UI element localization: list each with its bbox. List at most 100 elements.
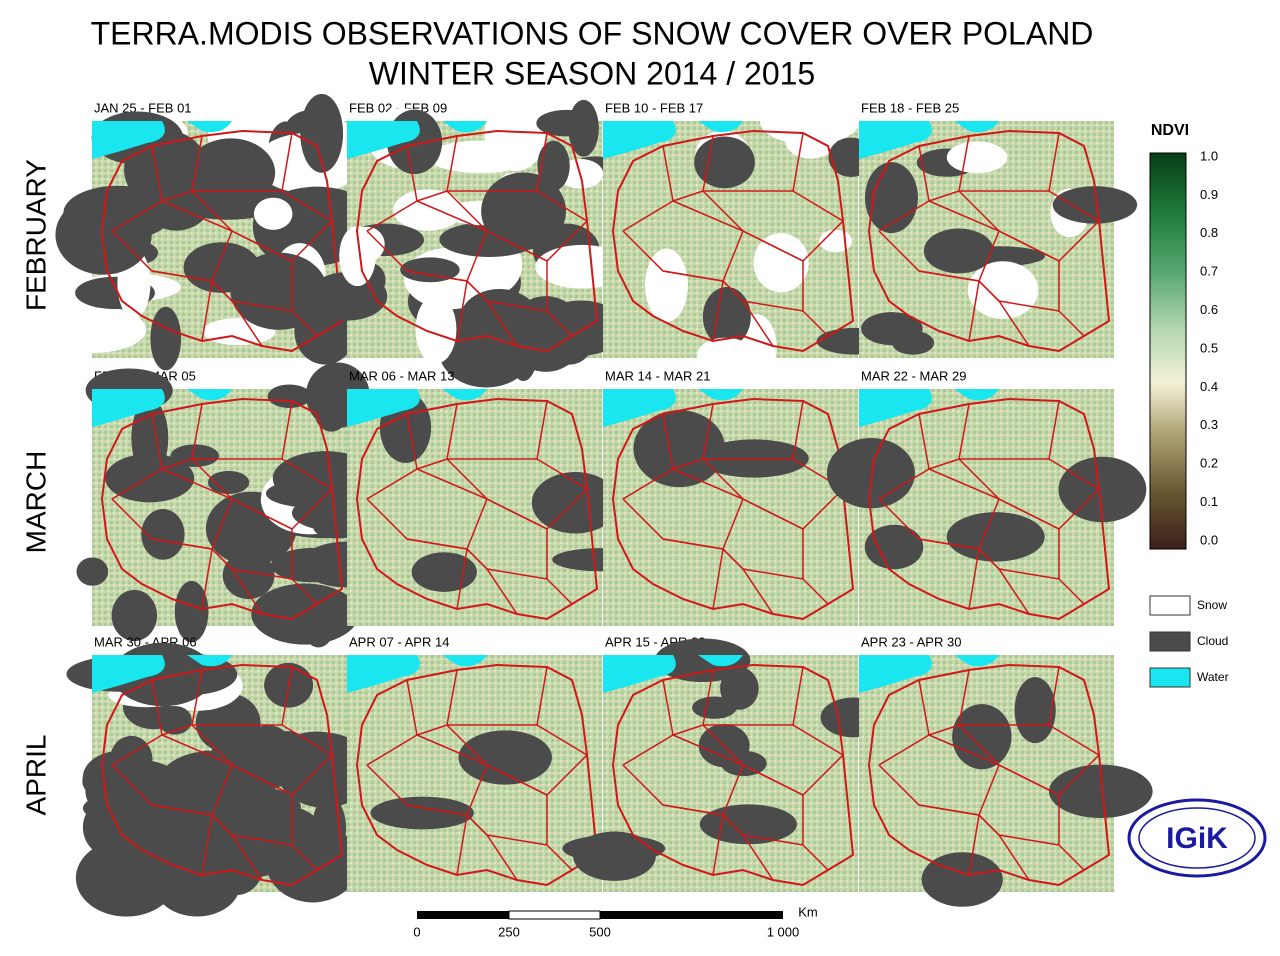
- map-panel: [562, 638, 887, 892]
- region-border: [466, 814, 518, 881]
- map-patch: [141, 509, 185, 560]
- region-border: [211, 814, 263, 881]
- panel-label: APR 23 - APR 30: [861, 634, 961, 649]
- panel-label: MAR 14 - MAR 21: [605, 368, 710, 383]
- water: [347, 655, 487, 693]
- map-patch: [415, 295, 457, 364]
- region-border: [802, 578, 829, 605]
- region-border: [722, 280, 774, 347]
- legend-swatch: [1149, 667, 1191, 688]
- title-line-2: WINTER SEASON 2014 / 2015: [369, 55, 815, 91]
- region-border: [1058, 578, 1085, 605]
- region-border: [546, 844, 573, 871]
- border: [611, 397, 855, 621]
- map-patch: [531, 472, 620, 534]
- water: [347, 389, 487, 427]
- map-patch: [76, 557, 109, 586]
- title-line-1: TERRA.MODIS OBSERVATIONS OF SNOW COVER O…: [91, 15, 1094, 51]
- colorbar-tick-label: 0.2: [1200, 456, 1218, 471]
- map-patch: [696, 337, 754, 373]
- map-patch: [40, 306, 147, 353]
- region-border: [978, 280, 1030, 347]
- map-patch: [946, 141, 1008, 174]
- legend-label: Water: [1197, 670, 1229, 684]
- colorbar-tick-label: 0.6: [1200, 302, 1218, 317]
- map-patch: [826, 438, 915, 509]
- legend-title: NDVI: [1151, 122, 1189, 139]
- map-patch: [699, 804, 797, 845]
- map-patch: [790, 121, 832, 144]
- map-patch: [967, 261, 1039, 319]
- water: [603, 655, 743, 693]
- colorbar-tick-label: 0.1: [1200, 494, 1218, 509]
- map-panel: [66, 642, 373, 917]
- map-patch: [411, 552, 477, 592]
- region-border: [211, 548, 263, 615]
- scale-segment: [417, 911, 509, 919]
- water: [859, 655, 999, 693]
- map-patch: [427, 140, 535, 174]
- scale-label: 0: [413, 924, 420, 939]
- logo-ring: [1127, 798, 1267, 878]
- scale-unit: Km: [798, 904, 818, 919]
- map-patch: [393, 189, 463, 231]
- colorbar-tick-label: 0.0: [1200, 532, 1218, 547]
- map-patch: [1048, 764, 1153, 819]
- region-border: [291, 844, 318, 871]
- map-panel: [859, 655, 1153, 907]
- region-border: [1058, 844, 1085, 871]
- map-patch: [300, 93, 344, 173]
- map-patch: [702, 286, 751, 347]
- region-border: [466, 548, 518, 615]
- legend-swatch: [1149, 631, 1191, 652]
- logo: IGiK: [1166, 822, 1228, 855]
- border: [355, 129, 599, 353]
- map-patch: [654, 638, 751, 683]
- map-patch: [181, 783, 257, 851]
- map-patch: [694, 136, 755, 189]
- logo-ring: [1138, 807, 1256, 869]
- panel-label: APR 07 - APR 14: [349, 634, 449, 649]
- map-patch: [82, 751, 155, 805]
- map-patch: [1052, 186, 1138, 224]
- map-panel: [347, 655, 602, 892]
- colorbar-tick-label: 0.3: [1200, 417, 1218, 432]
- border: [100, 397, 344, 621]
- map-patch: [186, 138, 276, 208]
- map-patch: [267, 384, 312, 408]
- map-panel: [826, 389, 1147, 626]
- legend-label: Cloud: [1197, 634, 1228, 648]
- map-patch: [150, 306, 182, 371]
- map-patch: [240, 725, 296, 790]
- water: [347, 121, 487, 159]
- panel-label: MAR 22 - MAR 29: [861, 368, 966, 383]
- scale-segment: [508, 910, 601, 920]
- map-patch: [251, 583, 359, 645]
- map-patch: [864, 524, 924, 570]
- region-border: [1058, 310, 1085, 337]
- map-patch: [1058, 456, 1147, 523]
- border: [611, 129, 855, 353]
- legend-swatch: [1149, 595, 1191, 616]
- legend-label: Snow: [1197, 598, 1227, 612]
- border: [100, 663, 344, 887]
- map-patch: [55, 194, 152, 275]
- water: [92, 655, 232, 693]
- region-border: [722, 548, 774, 615]
- region-border: [802, 310, 829, 337]
- water: [92, 121, 232, 159]
- map-patch: [645, 248, 688, 323]
- map-patch: [480, 295, 523, 340]
- region-border: [722, 814, 774, 881]
- region-border: [546, 578, 573, 605]
- map-patch: [263, 186, 371, 241]
- row-label: APRIL: [20, 735, 51, 816]
- water: [92, 389, 232, 427]
- scale-label: 1 000: [767, 924, 800, 939]
- colorbar-tick-label: 0.7: [1200, 264, 1218, 279]
- border: [355, 397, 599, 621]
- map-patch: [230, 252, 328, 330]
- map-patch: [400, 257, 460, 283]
- region-border: [802, 844, 829, 871]
